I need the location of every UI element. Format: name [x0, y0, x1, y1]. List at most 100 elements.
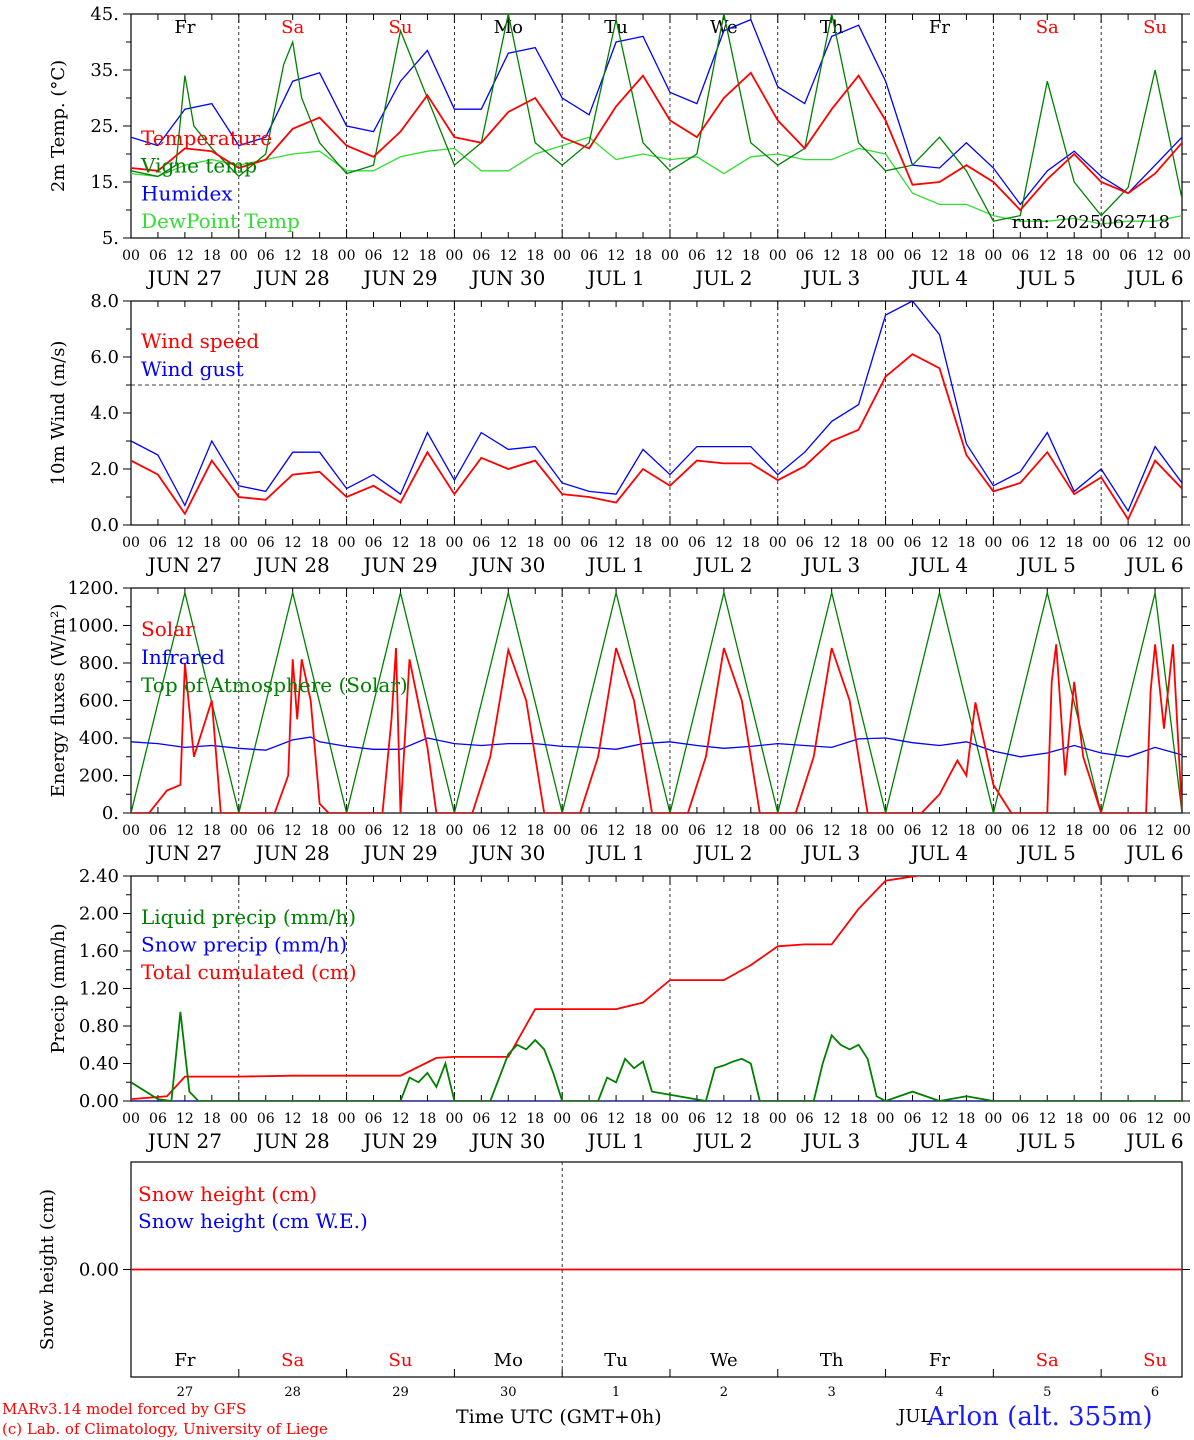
panel-1-hour-label: 06	[904, 248, 922, 264]
panel-3-hour-label: 06	[365, 823, 383, 839]
panel-4-hour-label: 12	[284, 1111, 302, 1127]
panel-4-hour-label: 12	[931, 1111, 949, 1127]
panel-5-weekday-label: Su	[1143, 1350, 1167, 1371]
panel-2-hour-label: 00	[338, 535, 356, 551]
panel-4-hour-label: 06	[1011, 1111, 1029, 1127]
panel-1-hour-label: 06	[796, 248, 814, 264]
panel-3-hour-label: 00	[230, 823, 248, 839]
panel-3-hour-label: 06	[149, 823, 167, 839]
panel-4-ytick-label: 0.80	[79, 1016, 119, 1037]
panel-1-run-label: run: 2025062718	[1012, 212, 1170, 233]
panel-1-date-label: JUL 2	[693, 266, 752, 290]
panel-1-hour-label: 18	[850, 248, 868, 264]
panel-1-hour-label: 06	[257, 248, 275, 264]
panel-3-date-label: JUL 1	[585, 841, 644, 865]
panel-2-frame	[130, 300, 1183, 526]
panel-4-hour-label: 12	[392, 1111, 410, 1127]
panel-2-hour-label: 18	[742, 535, 760, 551]
panel-5-day-number: 4	[935, 1385, 943, 1400]
panel-1-hour-label: 12	[1038, 248, 1056, 264]
panel-1-hour-label: 18	[203, 248, 221, 264]
panel-3-hour-label: 12	[1146, 823, 1164, 839]
panel-2-hour-label: 12	[607, 535, 625, 551]
panel-3-hour-label: 18	[1065, 823, 1083, 839]
panel-1-date-label: JUL 6	[1124, 266, 1183, 290]
panel-2-hour-label: 18	[850, 535, 868, 551]
panel-1-ytick-label: 15.	[90, 172, 119, 193]
panel-3-hour-label: 12	[176, 823, 194, 839]
panel-2-hour-label: 00	[984, 535, 1002, 551]
panel-4-legend-entry: Liquid precip (mm/h)	[141, 905, 356, 929]
panel-2-hour-label: 06	[1011, 535, 1029, 551]
panel-2-date-label: JUL 4	[909, 553, 968, 577]
model-credit: MARv3.14 model forced by GFS	[2, 1400, 247, 1418]
panel-3-date-label: JUN 27	[146, 841, 222, 865]
panel-4-hour-label: 00	[553, 1111, 571, 1127]
panel-3-hour-label: 12	[499, 823, 517, 839]
panel-2-hour-label: 18	[419, 535, 437, 551]
panel-2-hour-label: 18	[957, 535, 975, 551]
panel-4-hour-label: 06	[365, 1111, 383, 1127]
panel-1-hour-label: 18	[526, 248, 544, 264]
panel-4-series-liquid-precip-mm-h	[131, 1011, 1182, 1101]
panel-3-ytick-label: 200.	[79, 766, 119, 787]
panel-3-date-label: JUL 5	[1017, 841, 1076, 865]
panel-2-hour-label: 12	[823, 535, 841, 551]
panel-5-legend-entry: Snow height (cm)	[138, 1182, 317, 1206]
panel-5-day-number: 5	[1043, 1385, 1051, 1400]
panel-2-series-wind-gust	[131, 301, 1182, 513]
panel-4-hour-label: 12	[715, 1111, 733, 1127]
panel-4-ytick-label: 2.00	[79, 904, 119, 925]
panel-3-ytick-label: 1200.	[67, 578, 119, 599]
panel-3-legend-entry: Solar	[141, 617, 195, 641]
panel-1-weekday-label: We	[710, 17, 738, 38]
panel-3-date-label: JUL 4	[909, 841, 968, 865]
panel-1-weekday-label: Fr	[929, 17, 950, 38]
panel-1-hour-label: 18	[634, 248, 652, 264]
panel-1-hour-label: 00	[769, 248, 787, 264]
panel-3-ytick-label: 400.	[79, 728, 119, 749]
panel-4-ytick-label: 0.00	[79, 1091, 119, 1112]
panel-4-hour-label: 12	[823, 1111, 841, 1127]
panel-4-hour-label: 00	[230, 1111, 248, 1127]
panel-1-weekday-label: Su	[1143, 17, 1167, 38]
panel-4-date-label: JUL 1	[585, 1129, 644, 1153]
panel-1-weekday-label: Tu	[604, 17, 628, 38]
panel-4-ytick-label: 1.20	[79, 979, 119, 1000]
panel-1-hour-label: 06	[580, 248, 598, 264]
panel-5-day-number: 29	[392, 1385, 409, 1400]
panel-2-date-label: JUL 5	[1017, 553, 1076, 577]
panel-2-hour-label: 00	[1092, 535, 1110, 551]
month-label: JUL	[898, 1406, 933, 1427]
panel-1-hour-label: 18	[419, 248, 437, 264]
panel-1-hour-label: 12	[284, 248, 302, 264]
panel-4-hour-label: 06	[472, 1111, 490, 1127]
panel-3-hour-label: 00	[1092, 823, 1110, 839]
panel-4-date-label: JUL 6	[1124, 1129, 1183, 1153]
panel-3-hour-label: 12	[284, 823, 302, 839]
panel-5-day-number: 3	[828, 1385, 836, 1400]
panel-1-hour-label: 00	[1092, 248, 1110, 264]
panel-2-hour-label: 18	[526, 535, 544, 551]
panel-3-hour-label: 00	[661, 823, 679, 839]
panel-2-hour-label: 00	[122, 535, 140, 551]
panel-4-hour-label: 18	[203, 1111, 221, 1127]
panel-2-date-label: JUN 30	[469, 553, 545, 577]
panel-5-day-number: 27	[177, 1385, 194, 1400]
panel-3-hour-label: 06	[1011, 823, 1029, 839]
panel-1-hour-label: 00	[877, 248, 895, 264]
panel-2-hour-label: 12	[1146, 535, 1164, 551]
panel-1-hour-label: 06	[1011, 248, 1029, 264]
panel-1-hour-label: 00	[122, 248, 140, 264]
panel-5-legend-entry: Snow height (cm W.E.)	[138, 1209, 368, 1233]
panel-2-ylabel: 10m Wind (m/s)	[48, 341, 69, 486]
panel-3-hour-label: 06	[580, 823, 598, 839]
panel-5-day-number: 1	[612, 1385, 620, 1400]
panel-2-hour-label: 06	[904, 535, 922, 551]
panel-2-hour-label: 00	[230, 535, 248, 551]
panel-3-hour-label: 18	[634, 823, 652, 839]
panel-5-day-number: 6	[1151, 1385, 1159, 1400]
panel-5-weekday-label: Mo	[494, 1350, 523, 1371]
panel-3-date-label: JUN 30	[469, 841, 545, 865]
panel-1-hour-label: 12	[607, 248, 625, 264]
